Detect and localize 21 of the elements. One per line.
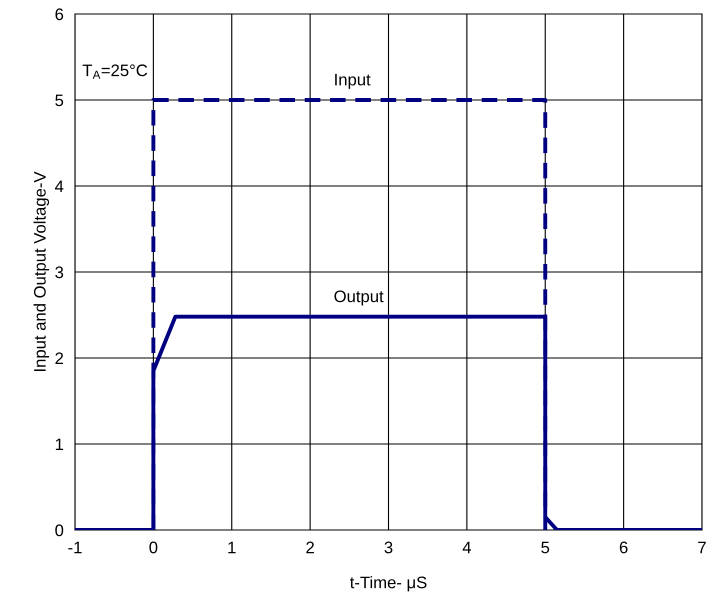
x-tick-label: 4 bbox=[462, 542, 472, 554]
x-tick-label: 1 bbox=[228, 542, 236, 554]
series-label: Output bbox=[334, 290, 384, 306]
x-tick-label: 6 bbox=[620, 542, 628, 554]
x-tick-label: 7 bbox=[698, 542, 706, 554]
y-tick-label: 1 bbox=[56, 438, 64, 450]
x-tick-label: -1 bbox=[68, 542, 82, 554]
y-axis-title: Input and Output Voltage-V bbox=[34, 172, 50, 371]
y-tick-label: 4 bbox=[55, 180, 64, 192]
y-tick-label: 5 bbox=[55, 94, 64, 106]
x-tick-label: 3 bbox=[384, 542, 392, 554]
annotation: T$_{A}$=25°C bbox=[82, 64, 148, 79]
series-label: Input bbox=[335, 74, 371, 89]
y-tick-label: 2 bbox=[55, 352, 64, 364]
y-tick-label: 3 bbox=[55, 266, 64, 278]
y-tick-label: 0 bbox=[55, 524, 64, 536]
x-axis-title: t-Time- μS bbox=[350, 576, 426, 592]
x-tick-label: 2 bbox=[306, 542, 314, 554]
x-tick-label: 5 bbox=[541, 542, 550, 554]
x-tick-label: 0 bbox=[149, 542, 158, 554]
y-tick-label: 6 bbox=[55, 8, 64, 20]
